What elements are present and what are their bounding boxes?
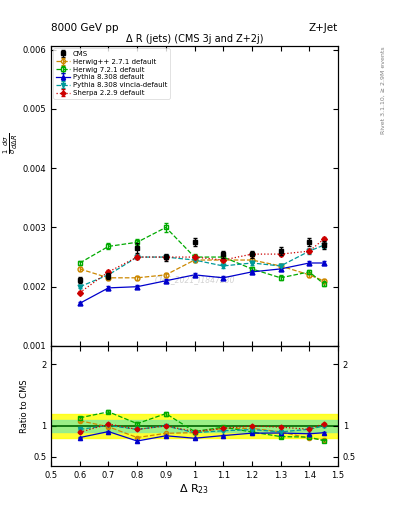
Text: $\frac{1}{\sigma}\frac{d\sigma}{d\Delta R}$: $\frac{1}{\sigma}\frac{d\sigma}{d\Delta … — [2, 133, 20, 154]
Text: Z+Jet: Z+Jet — [309, 23, 338, 33]
Text: CMS_2021_I1847230: CMS_2021_I1847230 — [154, 275, 235, 285]
Text: 8000 GeV pp: 8000 GeV pp — [51, 23, 119, 33]
Text: Rivet 3.1.10, ≥ 2.9M events: Rivet 3.1.10, ≥ 2.9M events — [381, 46, 386, 134]
Y-axis label: Ratio to CMS: Ratio to CMS — [20, 379, 29, 433]
Legend: CMS, Herwig++ 2.7.1 default, Herwig 7.2.1 default, Pythia 8.308 default, Pythia : CMS, Herwig++ 2.7.1 default, Herwig 7.2.… — [53, 48, 170, 99]
Bar — [51, 414, 338, 438]
Title: Δ R (jets) (CMS 3j and Z+2j): Δ R (jets) (CMS 3j and Z+2j) — [126, 34, 263, 44]
X-axis label: $\Delta$ R$_{23}$: $\Delta$ R$_{23}$ — [180, 482, 209, 496]
Bar — [51, 420, 338, 432]
